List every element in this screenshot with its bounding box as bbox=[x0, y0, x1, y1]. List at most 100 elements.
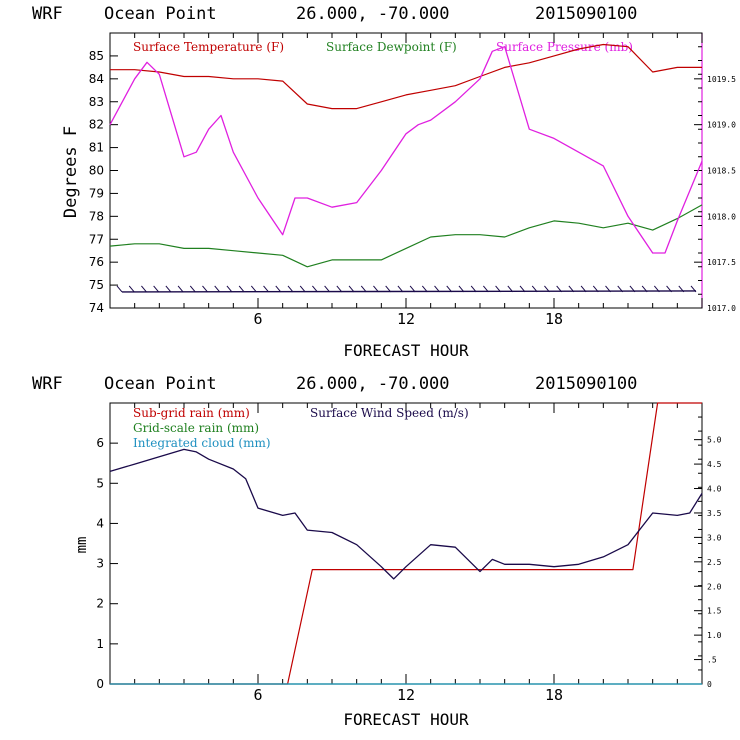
wind-barb bbox=[458, 285, 465, 293]
bot-y2tick-label: 2.0 bbox=[707, 582, 722, 591]
top-ytick-label: 75 bbox=[89, 278, 104, 292]
bot-ytick-label: 5 bbox=[96, 476, 104, 490]
wind-barb bbox=[592, 285, 599, 293]
wind-barb bbox=[641, 285, 648, 293]
bot-y2tick-label: 2.5 bbox=[707, 558, 722, 567]
top-header-location: Ocean Point bbox=[104, 4, 217, 24]
wind-barb bbox=[421, 285, 428, 293]
wind-barb bbox=[189, 285, 196, 293]
top-ytick-label: 84 bbox=[89, 72, 104, 86]
wind-barb bbox=[299, 285, 306, 293]
wind-barb bbox=[141, 285, 147, 293]
legend-surface-wind-speed: Surface Wind Speed (m/s) bbox=[310, 406, 469, 420]
wind-barb bbox=[678, 285, 685, 293]
top-series-group bbox=[109, 43, 703, 268]
wind-barb bbox=[202, 285, 208, 293]
bottom-series-group bbox=[109, 402, 703, 685]
bot-ytick-label: 2 bbox=[96, 597, 104, 611]
wind-barb bbox=[250, 285, 257, 293]
bot-ytick-label: 1 bbox=[96, 637, 104, 651]
wind-barb bbox=[446, 285, 453, 293]
bottom-header-coords: 26.000, -70.000 bbox=[296, 374, 450, 394]
top-x-axis: 6 12 18 bbox=[109, 33, 703, 328]
wind-barb bbox=[409, 285, 416, 293]
top-ytick-label: 80 bbox=[89, 164, 104, 178]
wind-barb bbox=[238, 285, 245, 293]
wind-barb bbox=[116, 285, 123, 293]
top-ytick-label: 83 bbox=[89, 95, 104, 109]
top-y2tick-label: 1017.0 bbox=[707, 304, 736, 313]
wind-barb bbox=[336, 285, 343, 293]
legend-surface-dewpoint: Surface Dewpoint (F) bbox=[326, 40, 457, 54]
bot-y2tick-label: 1.5 bbox=[707, 607, 722, 616]
top-ytick-label: 76 bbox=[89, 255, 104, 269]
wind-barb bbox=[348, 285, 355, 293]
wind-barb bbox=[434, 285, 440, 293]
bottom-header-run: 2015090100 bbox=[535, 374, 637, 394]
top-xtick-label: 18 bbox=[545, 310, 563, 328]
legend-integrated-cloud: Integrated cloud (mm) bbox=[133, 436, 271, 450]
wind-barb bbox=[482, 285, 489, 293]
top-panel: WRF Ocean Point 26.000, -70.000 20150901… bbox=[32, 4, 736, 360]
wind-barb bbox=[653, 285, 660, 293]
wind-barb bbox=[531, 285, 538, 293]
series-line-surface-dewpoint bbox=[109, 204, 703, 268]
top-y2tick-label: 1019.0 bbox=[707, 121, 736, 130]
wind-barb bbox=[544, 285, 550, 293]
bottom-x-axis-label: FORECAST HOUR bbox=[343, 710, 469, 729]
bot-ytick-label: 4 bbox=[96, 516, 104, 530]
bot-ytick-label: 3 bbox=[96, 557, 104, 571]
top-y-axis-label: Degrees F bbox=[61, 126, 81, 218]
wind-barb bbox=[495, 285, 501, 293]
wind-barb bbox=[556, 285, 563, 293]
legend-surface-temperature: Surface Temperature (F) bbox=[133, 40, 284, 54]
top-y2tick-label: 1019.5 bbox=[707, 75, 736, 84]
bottom-header-location: Ocean Point bbox=[104, 374, 217, 394]
wind-barb bbox=[568, 285, 575, 293]
wind-barb bbox=[214, 285, 221, 293]
wind-barb bbox=[177, 285, 184, 293]
wind-barb bbox=[373, 285, 379, 293]
wind-barb bbox=[226, 285, 233, 293]
series-line-surface-wind-speed bbox=[109, 448, 703, 580]
bot-y2tick-label: 3.0 bbox=[707, 533, 722, 542]
wind-barb bbox=[385, 285, 392, 293]
bot-xtick-label: 6 bbox=[253, 686, 262, 704]
wind-barb bbox=[153, 285, 160, 293]
bottom-x-axis: 6 12 18 bbox=[109, 403, 703, 704]
top-header-coords: 26.000, -70.000 bbox=[296, 4, 450, 24]
top-x-axis-label: FORECAST HOUR bbox=[343, 341, 469, 360]
bottom-y-axis: 0 1 2 3 4 5 6 bbox=[96, 436, 118, 691]
wind-barb bbox=[666, 285, 672, 293]
wind-barb bbox=[690, 285, 697, 293]
bot-y2tick-label: 5.0 bbox=[707, 436, 722, 445]
wind-barb bbox=[360, 285, 367, 293]
bot-y2tick-label: 3.5 bbox=[707, 509, 722, 518]
bottom-header-model: WRF bbox=[32, 374, 63, 394]
wind-barb bbox=[263, 285, 269, 293]
bot-ytick-label: 0 bbox=[96, 677, 104, 691]
top-y-axis: 74 75 76 77 78 79 80 81 82 83 84 85 bbox=[89, 49, 118, 315]
wind-barb bbox=[397, 285, 404, 293]
top-xtick-label: 6 bbox=[253, 310, 262, 328]
bot-y2tick-label: .5 bbox=[707, 656, 717, 665]
bot-y2tick-label: 1.0 bbox=[707, 631, 722, 640]
wind-barb bbox=[629, 285, 636, 293]
bot-xtick-label: 12 bbox=[397, 686, 415, 704]
top-ytick-label: 82 bbox=[89, 118, 104, 132]
bot-xtick-label: 18 bbox=[545, 686, 563, 704]
top-ytick-label: 81 bbox=[89, 141, 104, 155]
wind-barb bbox=[128, 285, 135, 293]
wind-barb bbox=[275, 285, 282, 293]
series-line-surface-pressure bbox=[109, 46, 703, 254]
wind-barb bbox=[617, 285, 624, 293]
top-header-run: 2015090100 bbox=[535, 4, 637, 24]
top-ytick-label: 85 bbox=[89, 49, 104, 63]
series-line-surface-temperature bbox=[110, 43, 702, 110]
wind-barb bbox=[324, 285, 331, 293]
bottom-panel: WRF Ocean Point 26.000, -70.000 20150901… bbox=[32, 374, 722, 729]
top-y2-axis: 1017.0 1017.5 1018.0 1018.5 1019.0 1019.5 bbox=[694, 32, 736, 313]
top-ytick-label: 74 bbox=[89, 301, 104, 315]
wind-barbs bbox=[116, 285, 697, 293]
